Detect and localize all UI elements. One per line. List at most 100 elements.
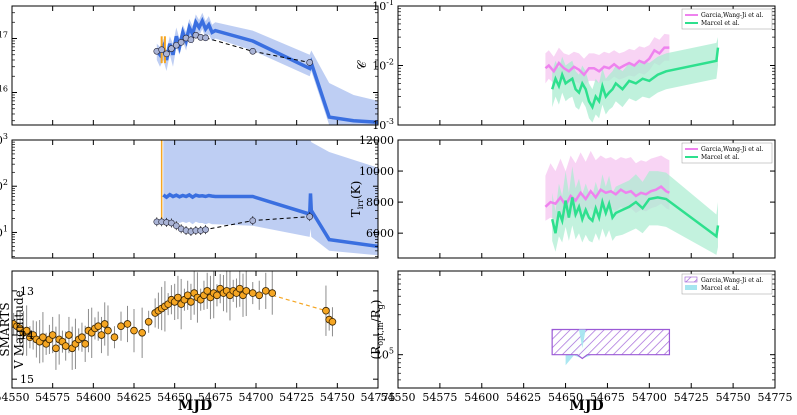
vmag-ytick-label: 15 [20, 373, 34, 386]
mdot-point [187, 36, 195, 44]
vmag-xtick-label: 54750 [320, 391, 355, 404]
vmag-point [22, 326, 31, 335]
tirr-ylabel: Tirr(K) [349, 181, 365, 218]
mdot-ytick-label: 1016 [0, 84, 8, 99]
ropt-xtick-label: 54775 [758, 391, 793, 404]
ropt-xtick-label: 54675 [590, 391, 625, 404]
ylabel-part: irr [356, 199, 365, 209]
vmag-ytick-label: 13 [20, 285, 34, 298]
vmag-point [94, 322, 103, 330]
tirr-band-marcel [552, 166, 718, 255]
rin-line [162, 192, 378, 249]
mdot-point [177, 39, 185, 46]
ropt-legend: Garcia,Wang-Ji et al.Marcel et al. [681, 273, 773, 295]
rin-ytick-label: 101 [0, 224, 8, 239]
vmag-xtick-label: 54600 [76, 391, 111, 404]
vmag-point [104, 326, 112, 335]
ropt-band-garcia [551, 328, 671, 360]
tick-exponent: -3 [386, 117, 394, 126]
ylabel-part: (R [369, 345, 383, 360]
vmag-point [144, 317, 153, 326]
ylabel-part: g [376, 304, 385, 309]
vmag-yticks: 13 14 15 [12, 285, 378, 386]
vmag-point [48, 331, 57, 339]
tirr-axes [397, 139, 776, 259]
vmag-point [52, 344, 60, 353]
tirr-legend-label: Garcia,Wang-Ji et al. [701, 146, 764, 153]
rin-ytick-label: 103 [0, 132, 8, 147]
vmag-point [183, 291, 192, 300]
tirr-legend: Garcia,Wang-Ji et al.Marcel et al. [681, 142, 773, 164]
vmag-xtick-label: 54775 [361, 391, 396, 404]
ropt-xtick-label: 54750 [716, 391, 751, 404]
vmag-point [110, 333, 119, 342]
c-yticks: 10-110-210-3 [372, 0, 775, 132]
tick-base: 10 [372, 119, 386, 132]
ropt-legend-swatch [685, 285, 697, 290]
mdot-point [168, 45, 175, 52]
vmag-point [97, 331, 106, 339]
tick-base: 10 [372, 0, 386, 13]
ylabel-part: T [349, 209, 363, 217]
ropt-xtick-label: 54650 [548, 391, 583, 404]
c-ytick-label: 10-1 [372, 0, 394, 13]
c-ytick-label: 10-2 [372, 58, 394, 73]
tirr-ytick-label: 8000 [366, 196, 394, 209]
mdot-frame [11, 5, 379, 126]
vmag-point [39, 333, 47, 342]
rin-band [163, 140, 378, 256]
mdot-line [155, 16, 378, 125]
ropt-yticks: 105 [375, 274, 775, 389]
ylabel-part: opt,in [376, 322, 385, 345]
vmag-xtick-label: 54700 [239, 391, 274, 404]
mdot-ytick-label: 1017 [0, 31, 8, 46]
ropt-xlabel: MJD [569, 398, 603, 414]
vmag-xtick-label: 54650 [157, 391, 192, 404]
tirr-line-marcel [550, 196, 720, 239]
tirr-ytick-label: 12000 [359, 134, 394, 147]
vmag-frame [11, 270, 379, 389]
tick-base: 10 [0, 226, 3, 239]
tirr-ytick-label: 10000 [359, 165, 394, 178]
mdot-point [306, 59, 313, 66]
vmag-point [65, 331, 73, 339]
ropt-legend-label: Garcia,Wang-Ji et al. [701, 277, 764, 284]
tick-exponent: 16 [0, 84, 8, 93]
vmag-point [187, 298, 195, 306]
rin-point [172, 222, 180, 229]
tick-exponent: -1 [386, 0, 394, 7]
mdot-point [202, 34, 209, 42]
vmag-point [130, 326, 138, 335]
rin-point [249, 217, 257, 224]
tirr-frame [397, 139, 776, 259]
ropt-legend-box [681, 273, 773, 295]
c-legend-label: Garcia,Wang-Ji et al. [701, 12, 764, 19]
ropt-xtick-label: 54625 [506, 391, 541, 404]
tick-exponent: -2 [386, 58, 394, 67]
mdot-plot [153, 12, 378, 125]
ropt-xtick-label: 54725 [674, 391, 709, 404]
tick-base: 10 [0, 180, 3, 193]
vmag-xlabel: MJD [178, 398, 212, 414]
vmag-point [203, 287, 212, 295]
ylabel-part: ) [369, 299, 383, 304]
rin-point [202, 226, 209, 233]
vmag-point [268, 289, 277, 297]
ropt-legend-swatch [684, 276, 698, 283]
tick-base: 10 [372, 60, 386, 73]
mdot-point [158, 46, 165, 54]
ropt-legend-label: Marcel et al. [701, 285, 740, 292]
tick-exponent: 1 [3, 224, 8, 233]
ylabel-part: (K) [349, 181, 363, 199]
ropt-xtick-label: 54550 [381, 391, 416, 404]
vmag-xtick-label: 54575 [35, 391, 70, 404]
vmag-ytick-label: 14 [20, 329, 34, 342]
vmag-point [123, 320, 132, 328]
ropt-xtick-label: 54575 [422, 391, 457, 404]
vmag-xtick-label: 54675 [198, 391, 233, 404]
mdot-axes [11, 5, 379, 126]
tick-exponent: 2 [3, 178, 8, 187]
vmag-point [322, 306, 330, 315]
mdot-point [172, 41, 180, 49]
